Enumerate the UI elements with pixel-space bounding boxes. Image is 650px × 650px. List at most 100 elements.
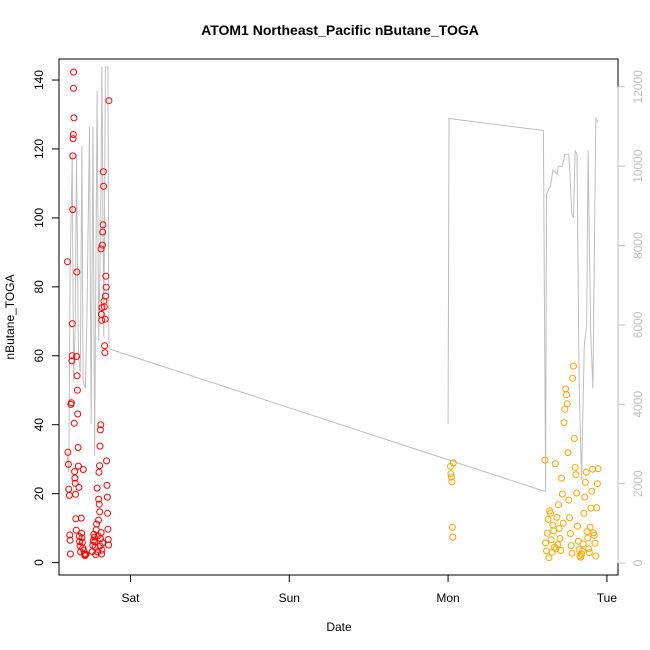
red-point-49 [82, 550, 90, 558]
red-point-36 [76, 538, 84, 546]
red-point-19 [70, 114, 78, 122]
orange-point-58 [581, 478, 589, 486]
red-point-28 [73, 268, 81, 276]
red-point-64 [95, 468, 103, 476]
red-point-74 [99, 228, 107, 236]
orange-point-61 [584, 534, 592, 542]
red-point-24 [72, 490, 79, 498]
y-axis-label: nButane_TOGA [3, 274, 17, 359]
red-point-52 [89, 537, 97, 545]
orange-point-72 [593, 504, 601, 512]
red-point-9 [67, 399, 75, 407]
orange-point-4 [448, 523, 456, 531]
red-point-84 [102, 272, 110, 280]
red-point-0 [63, 258, 71, 266]
orange-point-44 [570, 435, 578, 442]
red-point-69 [97, 245, 105, 253]
orange-point-33 [562, 385, 570, 393]
orange-point-38 [566, 514, 574, 522]
red-point-33 [74, 462, 82, 470]
red-point-101 [105, 541, 112, 549]
orange-point-40 [567, 542, 575, 550]
y2-tick-label-2000: 2000 [631, 470, 645, 497]
red-point-97 [103, 493, 111, 501]
orange-point-45 [571, 464, 579, 471]
x-tick-label-Sun: Sun [279, 591, 300, 605]
red-point-39 [77, 514, 85, 522]
orange-point-30 [559, 519, 567, 527]
red-point-30 [73, 386, 81, 394]
red-point-54 [90, 533, 98, 541]
orange-point-42 [569, 374, 577, 382]
y-tick-label-20: 20 [32, 487, 46, 501]
red-point-73 [98, 241, 106, 249]
orange-point-46 [572, 471, 580, 479]
orange-point-64 [586, 523, 594, 531]
red-point-60 [93, 484, 101, 492]
x-tick-label-Tue: Tue [597, 591, 618, 605]
red-point-44 [79, 466, 87, 473]
orange-point-70 [591, 539, 599, 547]
red-point-65 [96, 462, 103, 470]
orange-point-6 [449, 459, 457, 467]
orange-point-60 [583, 528, 591, 536]
orange-point-21 [552, 545, 560, 553]
orange-point-25 [555, 525, 563, 532]
orange-point-24 [554, 501, 562, 509]
red-point-7 [66, 550, 74, 558]
y-tick-label-120: 120 [32, 139, 46, 159]
orange-point-12 [545, 554, 553, 562]
red-point-5 [66, 531, 74, 539]
orange-point-66 [588, 487, 596, 495]
red-point-93 [98, 546, 106, 554]
orange-point-53 [578, 550, 585, 558]
red-point-27 [73, 353, 80, 360]
orange-point-20 [551, 460, 559, 468]
orange-point-62 [585, 545, 593, 553]
orange-point-5 [449, 533, 457, 541]
x-axis-label: Date [326, 620, 352, 634]
red-point-3 [65, 485, 73, 493]
red-point-67 [96, 426, 104, 434]
y2-tick-label-6000: 6000 [631, 311, 645, 338]
orange-point-17 [549, 521, 557, 529]
red-point-6 [66, 536, 74, 544]
red-point-79 [100, 303, 108, 311]
red-point-81 [101, 349, 109, 357]
red-point-86 [95, 495, 103, 503]
red-point-18 [70, 68, 78, 76]
red-point-80 [101, 342, 109, 350]
orange-point-43 [570, 362, 577, 370]
red-point-102 [105, 97, 113, 105]
orange-point-3 [448, 478, 456, 486]
red-point-95 [103, 457, 111, 465]
line-segment-2 [447, 116, 599, 492]
trend-line [108, 348, 546, 493]
orange-point-37 [565, 496, 573, 504]
orange-point-74 [594, 465, 602, 473]
y2-tick-label-4000: 4000 [631, 391, 645, 418]
x-tick-label-Mon: Mon [436, 591, 459, 605]
red-point-25 [72, 515, 80, 523]
red-point-71 [98, 316, 106, 324]
orange-point-34 [562, 391, 570, 399]
orange-point-36 [564, 449, 572, 457]
y-tick-label-140: 140 [32, 70, 46, 90]
red-point-11 [68, 352, 76, 360]
y2-tick-label-12000: 12000 [631, 70, 645, 104]
red-point-26 [72, 526, 80, 534]
red-point-15 [69, 135, 77, 143]
plot-area-frame [58, 58, 619, 576]
red-point-2 [64, 460, 72, 468]
y-tick-label-100: 100 [32, 208, 46, 228]
red-point-40 [78, 529, 86, 537]
red-point-21 [71, 468, 79, 476]
x-tick-label-Sat: Sat [121, 591, 140, 605]
red-point-34 [75, 483, 83, 491]
red-point-83 [102, 292, 109, 300]
y-tick-label-60: 60 [32, 349, 46, 363]
orange-point-10 [543, 529, 551, 537]
orange-point-15 [547, 536, 555, 544]
red-point-87 [95, 500, 103, 508]
